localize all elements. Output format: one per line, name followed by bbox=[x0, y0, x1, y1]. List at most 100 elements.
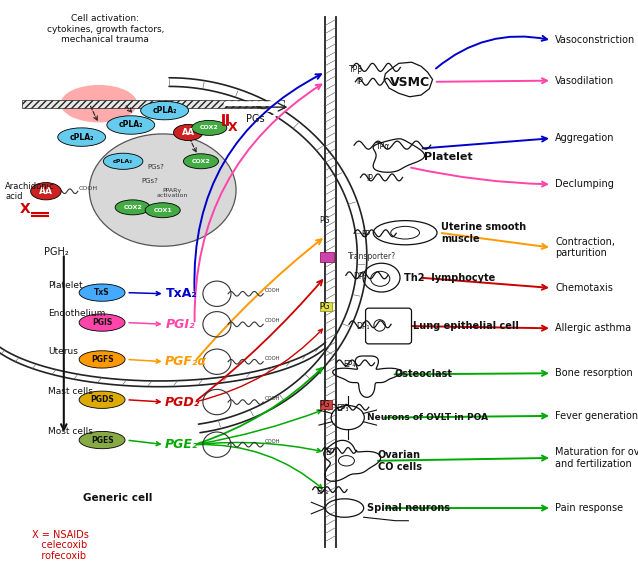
Text: TPβ: TPβ bbox=[349, 65, 363, 74]
Text: PGs?: PGs? bbox=[148, 164, 165, 170]
Text: Endothelium: Endothelium bbox=[48, 309, 105, 319]
Text: COX1: COX1 bbox=[153, 208, 172, 213]
Text: Ovarian
CO cells: Ovarian CO cells bbox=[378, 450, 422, 472]
Text: PPARγ
activation: PPARγ activation bbox=[156, 188, 188, 198]
Ellipse shape bbox=[107, 116, 154, 134]
Text: cPLA₂: cPLA₂ bbox=[70, 132, 94, 142]
Bar bbox=[320, 302, 332, 311]
Text: PGES: PGES bbox=[91, 435, 114, 445]
Text: Allergic asthma: Allergic asthma bbox=[555, 323, 631, 334]
Text: PGs: PGs bbox=[246, 114, 264, 124]
Text: TxS: TxS bbox=[94, 288, 110, 297]
Ellipse shape bbox=[145, 203, 181, 218]
Ellipse shape bbox=[79, 314, 125, 331]
Text: Lung epithelial cell: Lung epithelial cell bbox=[413, 321, 519, 331]
Text: PG: PG bbox=[319, 400, 329, 409]
Text: COOH: COOH bbox=[265, 288, 280, 293]
Text: Transporter?: Transporter? bbox=[348, 252, 396, 262]
Ellipse shape bbox=[79, 431, 125, 449]
Text: PGI₂: PGI₂ bbox=[166, 318, 195, 331]
Ellipse shape bbox=[61, 85, 137, 123]
Text: AA: AA bbox=[39, 187, 53, 196]
Bar bbox=[22, 100, 284, 108]
Ellipse shape bbox=[31, 183, 61, 200]
Ellipse shape bbox=[103, 153, 143, 169]
Ellipse shape bbox=[191, 120, 227, 135]
Text: Declumping: Declumping bbox=[555, 179, 614, 190]
Text: PGFS: PGFS bbox=[91, 355, 114, 364]
Ellipse shape bbox=[115, 200, 151, 215]
Text: Mast cells: Mast cells bbox=[48, 387, 93, 396]
Text: COX2: COX2 bbox=[200, 126, 219, 130]
Text: Generic cell: Generic cell bbox=[84, 492, 152, 503]
Text: Bone resorption: Bone resorption bbox=[555, 368, 633, 378]
Text: Uterine smooth
muscle: Uterine smooth muscle bbox=[441, 222, 526, 244]
Text: Vasodilation: Vasodilation bbox=[555, 75, 614, 86]
Text: X: X bbox=[20, 202, 31, 215]
Text: DP₂: DP₂ bbox=[353, 272, 366, 281]
Text: Most cells: Most cells bbox=[48, 427, 93, 437]
Text: COOH: COOH bbox=[265, 439, 280, 444]
Text: COOH: COOH bbox=[265, 396, 280, 401]
Text: PGD₂: PGD₂ bbox=[165, 396, 200, 408]
Text: PGDS: PGDS bbox=[90, 395, 114, 404]
Text: Neurons of OVLT in POA: Neurons of OVLT in POA bbox=[367, 413, 488, 422]
Text: rofecoxib: rofecoxib bbox=[32, 551, 86, 560]
Text: PGE₂: PGE₂ bbox=[165, 438, 198, 451]
Text: VSMC: VSMC bbox=[390, 76, 429, 89]
Text: Uterus: Uterus bbox=[48, 347, 78, 356]
Text: celecoxib: celecoxib bbox=[32, 540, 87, 550]
Text: PG: PG bbox=[319, 215, 329, 225]
Ellipse shape bbox=[140, 101, 189, 120]
Text: COX2: COX2 bbox=[191, 159, 211, 164]
Text: Platelet: Platelet bbox=[48, 281, 82, 290]
Bar bbox=[320, 252, 334, 262]
Text: Vasoconstriction: Vasoconstriction bbox=[555, 35, 635, 46]
Text: EP₄: EP₄ bbox=[343, 360, 355, 369]
Text: EP₃: EP₃ bbox=[336, 404, 349, 414]
Text: DP₁: DP₁ bbox=[356, 321, 369, 331]
Text: Th2  lymphocyte: Th2 lymphocyte bbox=[404, 273, 495, 283]
Text: Maturation for ovulation
and fertilization: Maturation for ovulation and fertilizati… bbox=[555, 447, 638, 469]
Text: COX2: COX2 bbox=[123, 205, 142, 210]
Ellipse shape bbox=[174, 124, 203, 141]
Text: cPLA₂: cPLA₂ bbox=[152, 106, 177, 115]
Text: COOH: COOH bbox=[265, 319, 280, 323]
Text: Contraction,
parturition: Contraction, parturition bbox=[555, 237, 615, 259]
Text: EP₁: EP₁ bbox=[316, 487, 329, 496]
Text: cPLA₂: cPLA₂ bbox=[113, 159, 133, 164]
Text: TxA₂: TxA₂ bbox=[166, 287, 198, 300]
Text: Chemotaxis: Chemotaxis bbox=[555, 283, 613, 293]
Text: Aggregation: Aggregation bbox=[555, 133, 614, 143]
Ellipse shape bbox=[89, 134, 236, 247]
Text: Cell activation:
cytokines, growth factors,
mechanical trauma: Cell activation: cytokines, growth facto… bbox=[47, 14, 164, 44]
Text: Spinal neurons: Spinal neurons bbox=[367, 503, 450, 513]
Text: COOH: COOH bbox=[78, 186, 98, 191]
Ellipse shape bbox=[79, 391, 125, 408]
Text: cPLA₂: cPLA₂ bbox=[119, 120, 143, 130]
Text: PGF₂α: PGF₂α bbox=[165, 355, 207, 368]
Ellipse shape bbox=[79, 351, 125, 368]
Text: Fever generation: Fever generation bbox=[555, 411, 638, 421]
Ellipse shape bbox=[57, 128, 105, 146]
Ellipse shape bbox=[79, 284, 125, 301]
Text: Osteoclast: Osteoclast bbox=[394, 369, 452, 380]
Text: Pain response: Pain response bbox=[555, 503, 623, 513]
Text: Arachidonic
acid: Arachidonic acid bbox=[5, 181, 55, 201]
Text: PG: PG bbox=[319, 302, 329, 311]
Text: Platelet: Platelet bbox=[424, 151, 473, 162]
Text: PGs?: PGs? bbox=[142, 179, 158, 184]
Text: PGIS: PGIS bbox=[92, 318, 112, 327]
Text: TPα: TPα bbox=[376, 142, 390, 151]
Text: EP₂: EP₂ bbox=[325, 448, 338, 457]
Text: AA: AA bbox=[182, 128, 195, 137]
Text: FP: FP bbox=[362, 230, 371, 239]
Ellipse shape bbox=[184, 154, 218, 169]
Text: X = NSAIDs: X = NSAIDs bbox=[32, 530, 89, 540]
Text: PGH₂: PGH₂ bbox=[44, 247, 68, 257]
Text: COOH: COOH bbox=[265, 356, 280, 361]
Text: IP: IP bbox=[356, 77, 363, 86]
Bar bbox=[320, 400, 332, 409]
Text: X: X bbox=[228, 122, 238, 134]
Text: IP: IP bbox=[366, 174, 373, 183]
